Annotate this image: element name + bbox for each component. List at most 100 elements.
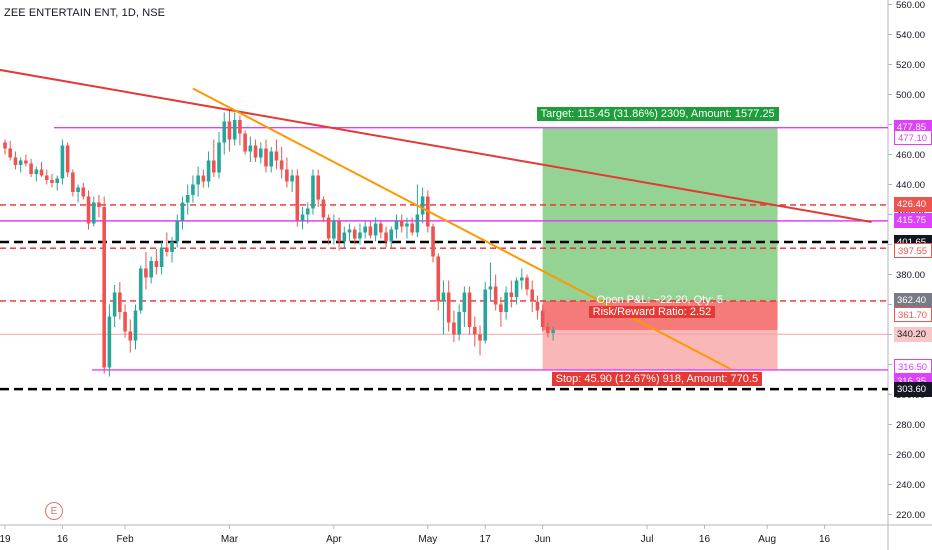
candle-body [102,207,106,368]
candle-body [44,175,49,180]
candle-body [227,121,232,140]
candle-body [107,316,112,368]
candle-body [60,145,65,179]
x-tick-label: Jun [535,534,551,545]
candle-body [488,286,493,290]
candle-body [222,121,227,143]
y-tick-label: 500.00 [896,90,925,101]
candle-body [258,148,263,158]
candle-body [342,232,347,242]
candle-body [185,195,190,203]
y-tick-label: 220.00 [896,510,925,521]
candle-body [316,175,320,200]
symbol-title: ZEE ENTERTAIN ENT, 1D, NSE [4,7,166,19]
x-tick-label: 16 [699,534,711,545]
x-tick-label: Mar [221,534,239,545]
candle-body [530,289,535,302]
x-tick-label: Feb [116,534,134,545]
candle-body [112,292,117,317]
x-tick-label: Apr [326,534,342,545]
open-pl-label: Open P&L: −22.20, Qty: 5 [596,293,723,306]
candle-body [499,304,503,312]
candle-body [436,256,441,302]
candle-body [332,220,336,239]
candle-body [201,175,206,182]
earnings-icon[interactable]: E [45,502,63,520]
candle-body [473,327,477,335]
y-tick-label: 560.00 [896,0,925,11]
candle-body [384,232,388,242]
candle-body [279,160,284,170]
trend-line [192,87,732,370]
candle-body [123,312,127,332]
candle-body [462,292,467,312]
candle-body [154,261,159,267]
candle-body [509,292,514,297]
price-tag: 340.20 [894,326,932,342]
price-tag: 426.40 [894,197,932,213]
candle-body [264,148,268,167]
candle-body [431,226,435,257]
candle-body [180,202,185,221]
candle-body [97,202,101,207]
candle-body [18,160,23,165]
candle-body [347,229,352,233]
candle-body [373,223,378,236]
y-tick-label: 440.00 [896,180,925,191]
candle-body [144,268,148,278]
x-tick-label: Jul [641,534,654,545]
candle-body [191,184,195,195]
candle-body [285,169,289,182]
candle-body [71,172,75,192]
trend-line [0,68,872,223]
candle-body [446,292,451,323]
candle-body [34,169,39,174]
candle-body [305,208,310,215]
candle-body [133,310,138,341]
price-tag: 362.40 [894,293,932,309]
price-tag: 397.55 [894,243,932,258]
y-tick-label: 240.00 [896,480,925,491]
candle-body [212,160,216,173]
price-tag: 415.75 [894,213,932,229]
candle-body [551,330,555,333]
candle-body [238,120,242,134]
y-tick-label: 380.00 [896,270,925,281]
candle-body [274,151,279,161]
x-tick-label: May [418,534,437,545]
stop-label: Stop: 45.90 (12.67%) 918, Amount: 770.5 [551,371,763,386]
candle-body [452,322,456,335]
candle-body [86,196,91,224]
y-tick-label: 280.00 [896,420,925,431]
candle-body [206,160,211,182]
candle-body [196,175,200,185]
candle-body [138,268,143,311]
candle-body [300,214,305,221]
candle-body [504,292,508,312]
candle-body [389,229,394,242]
candle-body [269,151,274,167]
candle-body [170,241,174,252]
candle-body [535,301,540,311]
candle-body [39,169,44,176]
candle-body [50,180,54,183]
candle-body [243,133,247,152]
risk-reward-label: Risk/Reward Ratio: 2.52 [588,305,716,318]
candle-body [379,223,383,233]
y-tick-label: 460.00 [896,150,925,161]
candle-body [76,187,80,192]
candle-body [217,142,221,173]
candle-body [405,223,409,227]
candle-body [441,292,446,302]
candle-body [519,277,524,281]
candle-body [8,148,13,158]
price-tag: 361.70 [894,306,932,322]
candle-body [175,220,180,242]
candle-body [29,163,33,174]
candle-body [295,175,300,221]
candle-body [546,327,550,333]
target-zone [542,127,778,301]
candle-body [290,175,294,182]
candle-body [232,120,237,140]
